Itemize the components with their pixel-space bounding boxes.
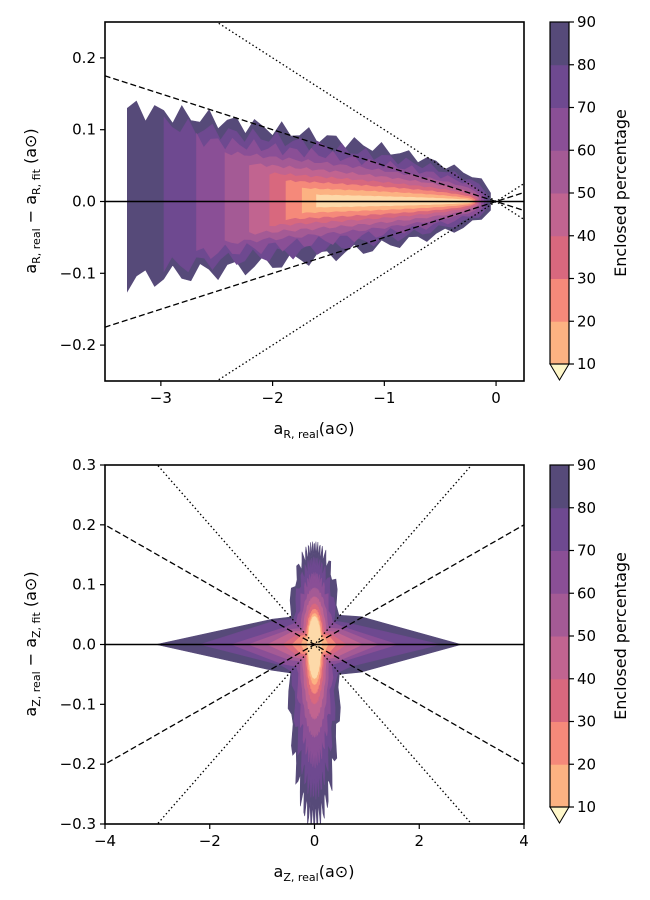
bottom-x-tick-label: 0 — [310, 832, 320, 850]
top-panel: −3 −2 −1 0 −0.2 −0.1 0.0 0.1 0.2 aR, real(a⊙) a… — [21, 13, 630, 441]
bottom-contours — [156, 541, 463, 824]
top-x-tick-label: −2 — [262, 389, 284, 407]
top-reference-lines — [105, 22, 524, 381]
bottom-colorbar-tick-label: 70 — [577, 542, 596, 560]
bottom-colorbar-segment — [550, 636, 569, 680]
top-colorbar-segment — [550, 64, 569, 108]
top-plot-area — [105, 22, 524, 381]
top-y-tick-label: −0.2 — [60, 336, 96, 354]
top-colorbar-segment — [550, 150, 569, 194]
bottom-colorbar-segment — [550, 507, 569, 551]
top-colorbar-tick-label: 20 — [577, 312, 596, 330]
top-y-ticks: −0.2 −0.1 0.0 0.1 0.2 — [60, 49, 105, 354]
top-line-dashed-1 — [105, 191, 524, 328]
top-colorbar-segment — [550, 235, 569, 279]
bottom-colorbar-tick-label: 50 — [577, 627, 596, 645]
top-y-tick-label: −0.1 — [60, 264, 96, 282]
bottom-y-axis-label: aZ, real − aZ, fit (a⊙) — [21, 571, 43, 716]
bottom-reference-lines — [105, 465, 524, 824]
bottom-colorbar-segment — [550, 764, 569, 808]
top-contours — [127, 100, 491, 293]
bottom-y-ticks: −0.3 −0.2 −0.1 0.0 0.1 0.2 0.3 — [60, 456, 105, 833]
bottom-colorbar-tick-label: 80 — [577, 499, 596, 517]
bottom-colorbar-segment — [550, 721, 569, 765]
bottom-colorbar-tick-label: 10 — [577, 798, 596, 816]
bottom-colorbar-tick-label: 60 — [577, 584, 596, 602]
bottom-y-tick-label: 0.0 — [72, 636, 96, 654]
bottom-y-tick-label: −0.3 — [60, 815, 96, 833]
top-colorbar-segment — [550, 321, 569, 365]
top-x-axis-label: aR, real(a⊙) — [274, 419, 355, 441]
top-colorbar-tick-label: 50 — [577, 184, 596, 202]
bottom-colorbar-tick-label: 20 — [577, 755, 596, 773]
bottom-y-tick-label: −0.2 — [60, 755, 96, 773]
bottom-x-tick-label: −2 — [199, 832, 221, 850]
bottom-colorbar-label: Enclosed percentage — [611, 552, 630, 720]
bottom-y-tick-label: 0.3 — [72, 456, 96, 474]
top-colorbar-tick-label: 70 — [577, 99, 596, 117]
bottom-colorbar-segment — [550, 593, 569, 637]
bottom-x-ticks: −4 −2 0 2 4 — [94, 824, 529, 850]
top-y-tick-label: 0.2 — [72, 49, 96, 67]
top-x-ticks: −3 −2 −1 0 — [150, 381, 501, 407]
bottom-line-dashed-2 — [105, 524, 524, 765]
bottom-x-tick-label: 2 — [414, 832, 424, 850]
top-colorbar-tick-label: 90 — [577, 13, 596, 31]
bottom-plot-area — [105, 465, 524, 824]
top-colorbar-tick-label: 40 — [577, 227, 596, 245]
bottom-y-tick-label: 0.1 — [72, 576, 96, 594]
bottom-colorbar-tick-label: 30 — [577, 713, 596, 731]
top-x-tick-label: 0 — [491, 389, 501, 407]
top-colorbar-segment — [550, 193, 569, 237]
bottom-colorbar-tick-label: 40 — [577, 670, 596, 688]
top-x-tick-label: −3 — [150, 389, 172, 407]
top-colorbar-segment — [550, 107, 569, 151]
top-colorbar: 10 20 30 40 50 60 70 80 90 — [549, 13, 596, 381]
bottom-panel: −4 −2 0 2 4 −0.3 −0.2 −0.1 0.0 0.1 0.2 0.3 aZ, rea… — [21, 456, 630, 884]
bottom-x-tick-label: −4 — [94, 832, 116, 850]
bottom-y-tick-label: 0.2 — [72, 516, 96, 534]
top-colorbar-tick-label: 30 — [577, 270, 596, 288]
bottom-colorbar-extend-triangle — [549, 806, 570, 824]
top-colorbar-segment — [550, 22, 569, 66]
top-line-dashed-2 — [105, 75, 524, 212]
bottom-colorbar-segment — [550, 550, 569, 594]
top-y-tick-label: 0.0 — [72, 193, 96, 211]
bottom-x-axis-label: aZ, real(a⊙) — [274, 862, 355, 884]
top-x-tick-label: −1 — [373, 389, 395, 407]
bottom-colorbar-segment — [550, 465, 569, 509]
bottom-colorbar-segment — [550, 678, 569, 722]
top-colorbar-tick-label: 80 — [577, 56, 596, 74]
top-colorbar-tick-label: 60 — [577, 141, 596, 159]
top-colorbar-segment — [550, 278, 569, 322]
top-y-tick-label: 0.1 — [72, 121, 96, 139]
bottom-colorbar: 10 20 30 40 50 60 70 80 90 — [549, 456, 596, 824]
bottom-colorbar-tick-label: 90 — [577, 456, 596, 474]
top-colorbar-extend-triangle — [549, 363, 570, 381]
top-y-axis-label: aR, real − aR, fit (a⊙) — [21, 128, 43, 273]
bottom-y-tick-label: −0.1 — [60, 695, 96, 713]
top-colorbar-tick-label: 10 — [577, 355, 596, 373]
bottom-x-tick-label: 4 — [519, 832, 529, 850]
top-colorbar-label: Enclosed percentage — [611, 109, 630, 277]
